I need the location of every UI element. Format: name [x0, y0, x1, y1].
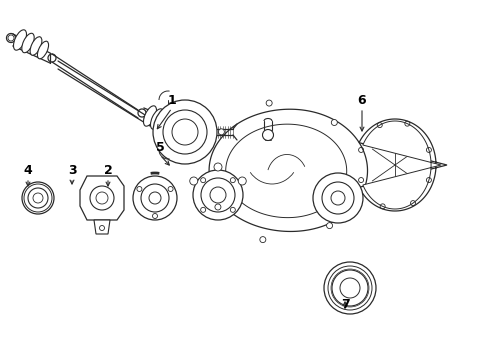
- Circle shape: [322, 182, 354, 214]
- Polygon shape: [80, 176, 124, 220]
- Polygon shape: [226, 124, 347, 218]
- Circle shape: [215, 204, 221, 210]
- Ellipse shape: [22, 33, 34, 53]
- Circle shape: [238, 177, 246, 185]
- Circle shape: [163, 110, 207, 154]
- Circle shape: [331, 191, 345, 205]
- Ellipse shape: [37, 41, 49, 59]
- Circle shape: [172, 119, 198, 145]
- Circle shape: [340, 278, 360, 298]
- Circle shape: [133, 176, 177, 220]
- Circle shape: [214, 163, 222, 171]
- Circle shape: [22, 182, 54, 214]
- Circle shape: [332, 270, 368, 306]
- Text: 1: 1: [168, 94, 176, 107]
- Ellipse shape: [144, 106, 156, 126]
- Text: 3: 3: [68, 163, 76, 176]
- Circle shape: [326, 222, 333, 229]
- Text: 6: 6: [358, 94, 367, 107]
- Circle shape: [33, 193, 43, 203]
- Circle shape: [141, 184, 169, 212]
- Circle shape: [190, 177, 198, 185]
- Ellipse shape: [30, 37, 42, 55]
- Circle shape: [193, 170, 243, 220]
- Text: 7: 7: [341, 297, 349, 310]
- Ellipse shape: [14, 30, 26, 50]
- Circle shape: [331, 120, 337, 126]
- Polygon shape: [209, 109, 368, 231]
- Text: 4: 4: [24, 163, 32, 176]
- Circle shape: [266, 100, 272, 106]
- Polygon shape: [363, 121, 441, 209]
- Ellipse shape: [157, 112, 171, 132]
- Circle shape: [260, 237, 266, 243]
- Circle shape: [263, 130, 273, 140]
- Circle shape: [149, 192, 161, 204]
- Circle shape: [28, 188, 48, 208]
- Circle shape: [201, 178, 235, 212]
- Polygon shape: [94, 220, 110, 234]
- Polygon shape: [14, 34, 48, 61]
- Circle shape: [96, 192, 108, 204]
- Text: 2: 2: [103, 163, 112, 176]
- Circle shape: [210, 187, 226, 203]
- Text: 5: 5: [156, 140, 164, 153]
- Circle shape: [219, 129, 224, 135]
- Polygon shape: [359, 119, 447, 211]
- Circle shape: [153, 100, 217, 164]
- Circle shape: [313, 173, 363, 223]
- Ellipse shape: [150, 109, 164, 129]
- Circle shape: [324, 262, 376, 314]
- Circle shape: [90, 186, 114, 210]
